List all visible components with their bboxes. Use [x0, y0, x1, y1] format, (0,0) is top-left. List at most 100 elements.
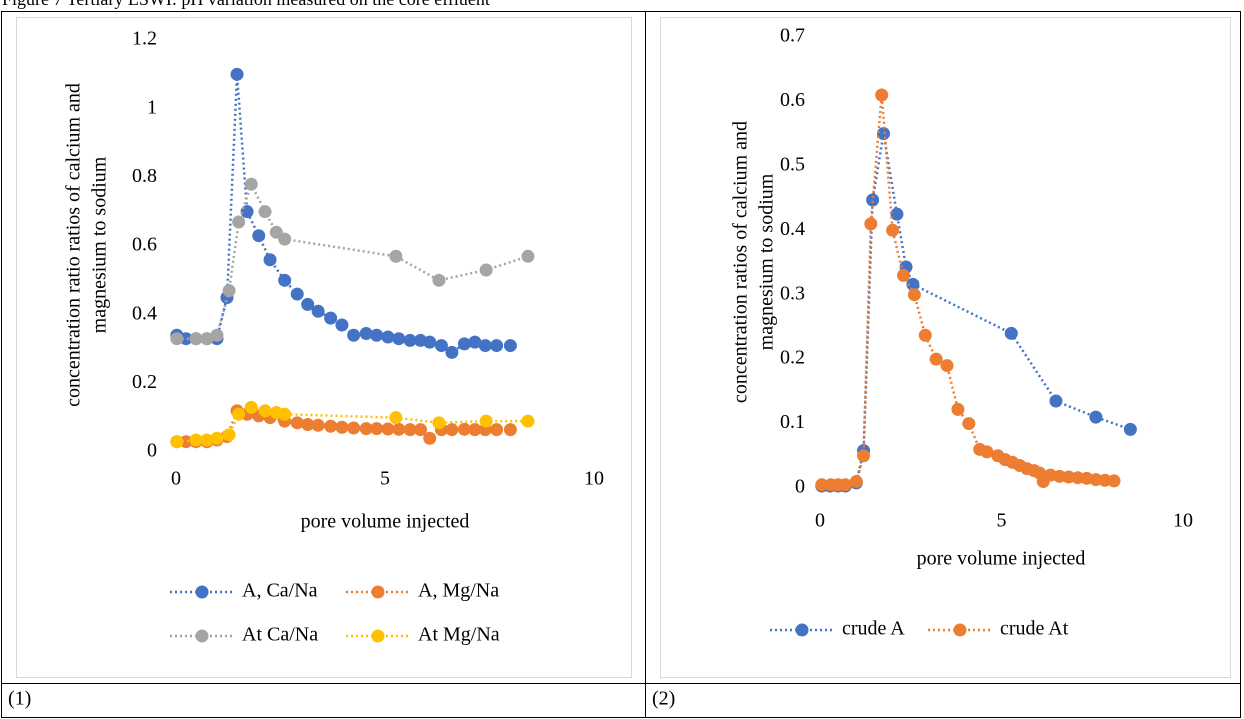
- data-point: [258, 205, 272, 219]
- data-point: [432, 416, 446, 430]
- legend-label: At Mg/Na: [418, 624, 500, 646]
- data-point: [886, 223, 900, 237]
- legend-marker: [195, 585, 209, 599]
- data-point: [263, 253, 277, 267]
- legend-label: At Ca/Na: [242, 624, 318, 646]
- y-tick-label: 0.6: [132, 234, 157, 256]
- x-tick-label: 5: [380, 468, 390, 490]
- data-point: [1089, 410, 1103, 424]
- data-point: [468, 335, 482, 349]
- data-point: [389, 249, 403, 263]
- data-point: [468, 423, 482, 437]
- data-point: [278, 273, 292, 287]
- data-point: [290, 287, 304, 301]
- x-tick-label: 0: [815, 510, 825, 532]
- y-axis-title: concentration ratio ratios of calcium an…: [63, 83, 85, 407]
- data-point: [1123, 422, 1137, 436]
- x-tick-label: 0: [171, 468, 181, 490]
- data-point: [423, 431, 437, 445]
- y-tick-label: 0.2: [780, 347, 805, 369]
- data-point: [479, 414, 493, 428]
- data-point: [423, 335, 437, 349]
- caption: Figure 7 Tertiary LSWI: pH variation mea…: [2, 0, 490, 9]
- x-axis-title: pore volume injected: [917, 548, 1086, 570]
- data-point: [278, 232, 292, 246]
- data-point: [432, 273, 446, 287]
- data-point: [347, 328, 361, 342]
- data-point: [907, 288, 921, 302]
- y-tick-label: 0.6: [780, 89, 805, 111]
- data-point: [335, 318, 349, 332]
- data-point: [521, 249, 535, 263]
- data-point: [849, 475, 863, 489]
- data-point: [210, 431, 224, 445]
- data-point: [962, 417, 976, 431]
- data-point: [189, 332, 203, 346]
- data-point: [457, 422, 471, 436]
- x-tick-label: 10: [584, 468, 604, 490]
- data-point: [890, 207, 904, 221]
- data-point: [1004, 326, 1018, 340]
- data-point: [445, 345, 459, 359]
- data-point: [230, 67, 244, 81]
- data-point: [403, 423, 417, 437]
- data-point: [478, 339, 492, 353]
- data-point: [359, 422, 373, 436]
- data-point: [918, 328, 932, 342]
- data-point: [301, 418, 315, 432]
- data-point: [170, 435, 184, 449]
- data-point: [980, 445, 994, 459]
- data-point: [244, 400, 258, 414]
- data-point: [370, 328, 384, 342]
- data-point: [170, 332, 184, 346]
- y-tick-label: 0.1: [780, 411, 805, 433]
- data-point: [311, 418, 325, 432]
- legend-marker: [371, 585, 385, 599]
- data-point: [503, 339, 517, 353]
- legend-label: A, Mg/Na: [418, 580, 499, 602]
- data-point: [896, 268, 910, 282]
- legend-marker: [795, 623, 809, 637]
- data-point: [1049, 394, 1063, 408]
- y-tick-label: 0: [147, 440, 157, 462]
- y-axis-title: magnesium to sodium: [89, 156, 111, 333]
- y-tick-label: 1: [147, 96, 157, 118]
- data-point: [200, 332, 214, 346]
- data-point: [222, 284, 236, 298]
- chart-box: [660, 17, 1231, 678]
- data-point: [457, 337, 471, 351]
- data-point: [838, 478, 852, 492]
- data-point: [392, 422, 406, 436]
- y-tick-label: 0.7: [780, 25, 805, 47]
- data-point: [381, 422, 395, 436]
- y-axis-title: magnesium to sodium: [756, 173, 778, 350]
- data-point: [815, 478, 829, 492]
- data-point: [278, 407, 292, 421]
- data-point: [906, 277, 920, 291]
- data-point: [490, 339, 504, 353]
- data-point: [521, 414, 535, 428]
- y-tick-label: 0.2: [132, 371, 157, 393]
- data-point: [857, 449, 871, 463]
- data-point: [866, 193, 880, 207]
- legend-marker: [953, 623, 967, 637]
- y-tick-label: 0.4: [132, 302, 157, 324]
- data-point: [210, 328, 224, 342]
- y-tick-label: 0.3: [780, 282, 805, 304]
- data-point: [929, 352, 943, 366]
- data-point: [290, 416, 304, 430]
- data-point: [258, 404, 272, 418]
- data-point: [381, 330, 395, 344]
- y-tick-label: 0: [795, 476, 805, 498]
- data-point: [392, 332, 406, 346]
- legend-label: crude A: [842, 618, 905, 640]
- panel-label: (2): [652, 688, 675, 710]
- data-point: [244, 177, 258, 191]
- data-point: [179, 435, 193, 449]
- x-tick-label: 5: [997, 510, 1007, 532]
- legend-marker: [371, 629, 385, 643]
- data-point: [370, 422, 384, 436]
- data-point: [403, 333, 417, 347]
- data-point: [189, 433, 203, 447]
- y-tick-label: 1.2: [132, 28, 157, 50]
